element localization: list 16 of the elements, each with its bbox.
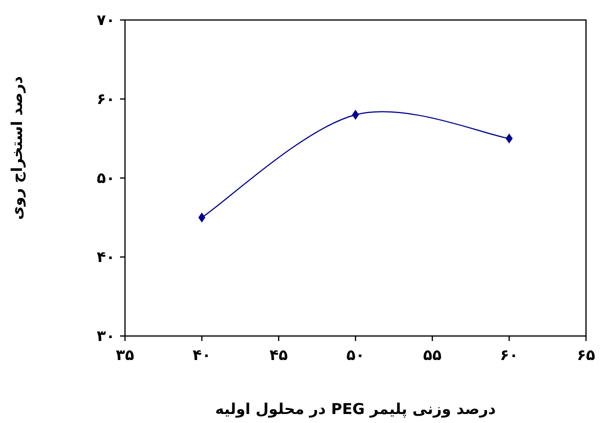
x-tick-label: ۶۵: [576, 346, 596, 364]
y-tick-label: ۷۰: [96, 11, 115, 29]
y-tick-label: ۶۰: [96, 90, 115, 108]
x-tick-label: ۳۵: [116, 346, 134, 364]
point: [506, 134, 513, 144]
x-tick-label: ۴۰: [192, 346, 211, 364]
y-tick-label: ۳۰: [96, 327, 115, 345]
x-tick-label: ۵۰: [346, 346, 365, 364]
x-tick-label: ۴۵: [270, 346, 288, 364]
x-tick-label: ۶۰: [500, 346, 518, 364]
x-tick-label: ۵۵: [423, 346, 442, 364]
y-axis-title: درصد استخراج روی: [8, 76, 26, 220]
x-axis-title: درصد وزنی پلیمر PEG در محلول اولیه: [215, 400, 496, 418]
y-tick-label: ۴۰: [96, 248, 115, 266]
point: [198, 212, 206, 222]
y-tick-label: ۵۰: [96, 169, 115, 187]
